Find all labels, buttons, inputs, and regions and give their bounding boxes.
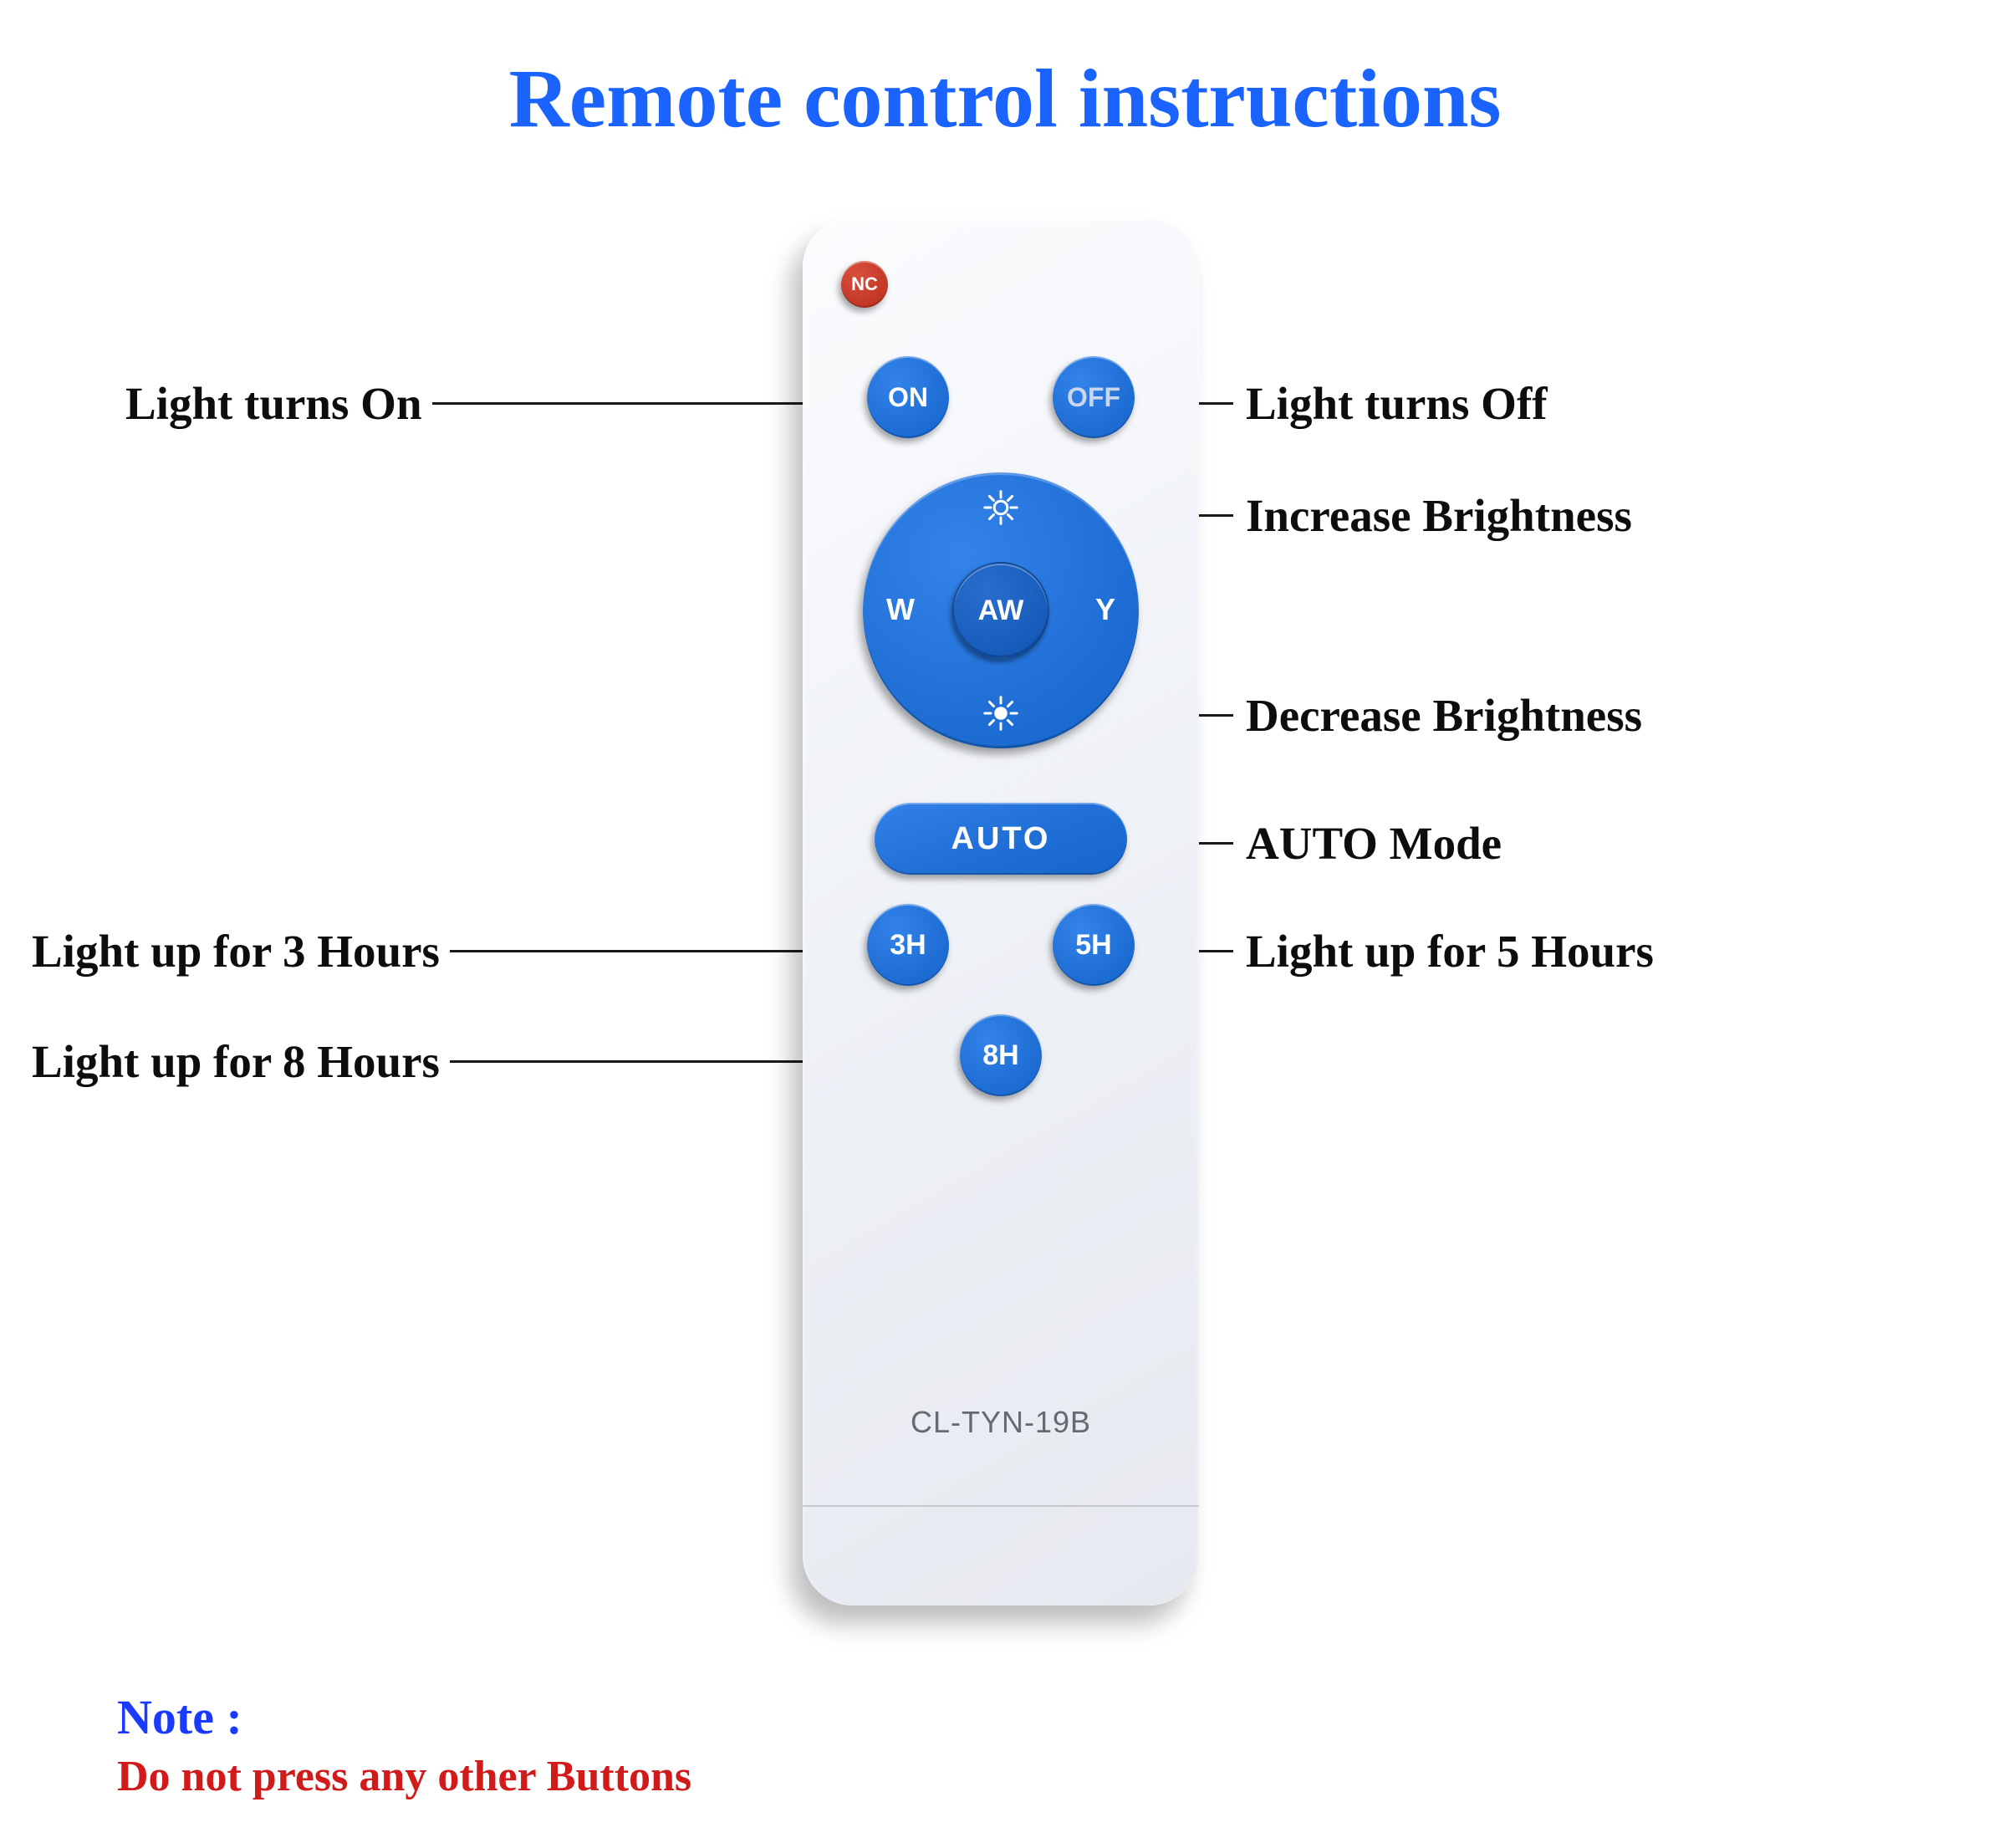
- off-label: OFF: [1067, 382, 1120, 413]
- on-label: ON: [888, 382, 928, 413]
- direction-pad[interactable]: W Y AW: [863, 472, 1139, 748]
- note-label: Note :: [117, 1689, 242, 1745]
- callout-bri+: Increase Brightness: [1246, 489, 1632, 542]
- page-title: Remote control instructions: [0, 50, 2010, 146]
- timer-3h-label: 3H: [890, 929, 926, 962]
- on-button[interactable]: ON: [867, 356, 949, 438]
- callout-bri-: Decrease Brightness: [1246, 689, 1642, 742]
- remote-body: NC ON OFF W Y AW AUTO 3H 5H: [803, 217, 1199, 1606]
- brightness-up-icon: [981, 488, 1021, 528]
- callout-h5: Light up for 5 Hours: [1246, 925, 1654, 978]
- auto-button[interactable]: AUTO: [875, 803, 1127, 875]
- timer-8h-label: 8H: [982, 1039, 1018, 1072]
- timer-8h-button[interactable]: 8H: [960, 1014, 1042, 1096]
- callout-auto: AUTO Mode: [1246, 817, 1502, 870]
- brightness-down-icon: [981, 693, 1021, 733]
- pad-w-label: W: [886, 592, 915, 627]
- callout-h3: Light up for 3 Hours: [32, 925, 440, 978]
- model-number: CL-TYN-19B: [803, 1405, 1199, 1440]
- aw-label: AW: [978, 595, 1024, 627]
- off-button[interactable]: OFF: [1053, 356, 1135, 438]
- page: Remote control instructions Light turns …: [0, 0, 2010, 1848]
- nc-label: NC: [851, 273, 878, 295]
- remote-seam: [803, 1505, 1199, 1507]
- timer-3h-button[interactable]: 3H: [867, 904, 949, 986]
- timer-5h-button[interactable]: 5H: [1053, 904, 1135, 986]
- callout-on: Light turns On: [125, 377, 422, 430]
- pad-y-label: Y: [1095, 592, 1115, 627]
- callout-off: Light turns Off: [1246, 377, 1548, 430]
- callout-h8: Light up for 8 Hours: [32, 1035, 440, 1088]
- aw-button[interactable]: AW: [952, 562, 1049, 659]
- auto-label: AUTO: [951, 821, 1051, 857]
- nc-button[interactable]: NC: [841, 261, 888, 308]
- timer-5h-label: 5H: [1075, 929, 1111, 962]
- note-body: Do not press any other Buttons: [117, 1752, 691, 1801]
